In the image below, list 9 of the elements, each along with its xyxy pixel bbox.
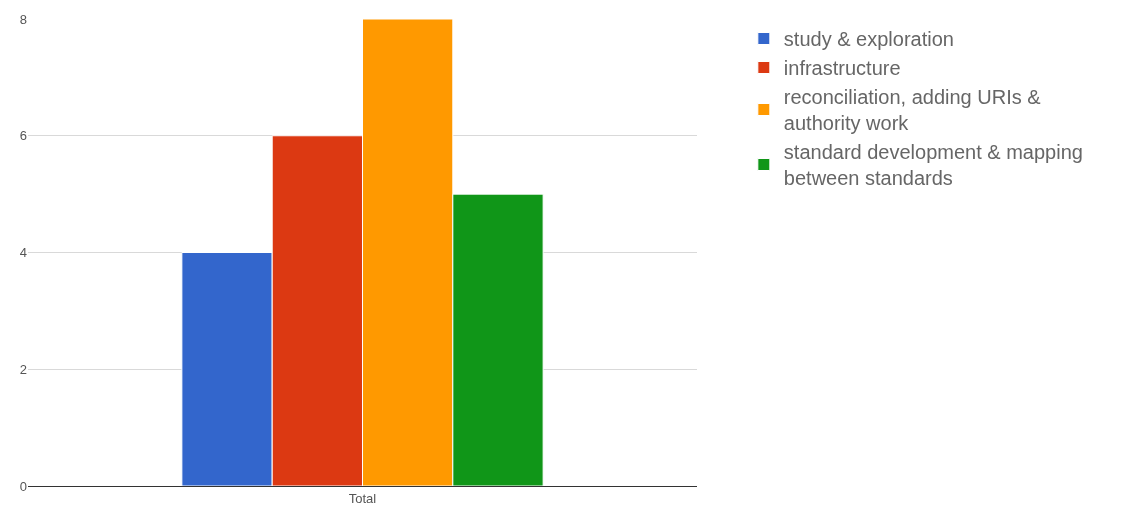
y-tick-label: 2: [19, 361, 27, 377]
legend-label: study & exploration: [783, 28, 954, 51]
legend-label: infrastructure: [783, 57, 901, 80]
y-tick-label: 4: [19, 245, 27, 261]
x-tick-label: Total: [348, 490, 377, 506]
y-tick-label: 0: [19, 478, 27, 494]
y-tick-label: 8: [19, 11, 27, 27]
legend-label: standard development & mapping between standards: [783, 141, 1083, 190]
y-tick-label: 6: [19, 128, 27, 144]
